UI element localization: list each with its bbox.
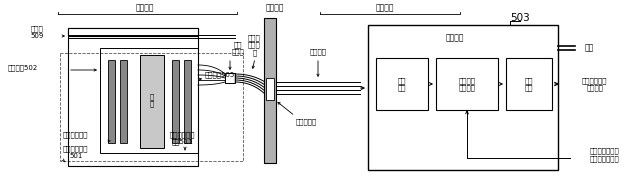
Text: 敏
体: 敏 体 (150, 93, 154, 107)
Bar (368, 25, 558, 170)
Text: 信号
采集: 信号 采集 (398, 77, 406, 91)
Bar (140, 55, 164, 148)
Text: 安全壳外: 安全壳外 (376, 4, 394, 13)
Text: 氢气浓度信号
（送出）: 氢气浓度信号 （送出） (582, 77, 608, 91)
Bar (506, 58, 552, 110)
Text: 安全壳壁: 安全壳壁 (266, 4, 284, 13)
Bar (225, 73, 235, 83)
Bar (436, 58, 498, 110)
Bar (100, 48, 198, 153)
Text: 安全壳内压力浓
度信号（送入）: 安全壳内压力浓 度信号（送入） (590, 148, 619, 162)
Bar (68, 28, 198, 166)
Text: 电气贯穿件: 电气贯穿件 (295, 119, 317, 125)
Bar (108, 60, 115, 143)
Text: 503: 503 (510, 13, 530, 23)
Bar (60, 53, 243, 161)
Text: 氢气测量部件
501: 氢气测量部件 501 (63, 145, 88, 159)
Text: 信号
输出: 信号 输出 (525, 77, 533, 91)
Bar (266, 78, 274, 100)
Text: 加热元件505: 加热元件505 (205, 72, 235, 78)
Text: 氢气测量组件
外壳511: 氢气测量组件 外壳511 (170, 131, 196, 145)
Text: 防护罩
509: 防护罩 509 (30, 25, 43, 39)
Bar (184, 60, 191, 143)
Text: 耐严重
事故电
线: 耐严重 事故电 线 (248, 34, 261, 56)
Text: 处理机柜: 处理机柜 (446, 33, 464, 42)
Bar (264, 18, 276, 163)
Text: 安全壳内: 安全壳内 (136, 4, 154, 13)
Bar (68, 28, 198, 36)
Text: 信号处理
（补偿）: 信号处理 （补偿） (458, 77, 475, 91)
Text: 热组元件502: 热组元件502 (8, 65, 38, 71)
Text: 钯银合金薄膜: 钯银合金薄膜 (63, 132, 88, 138)
Text: 电源: 电源 (585, 44, 594, 53)
Bar (376, 58, 428, 110)
Bar (120, 60, 127, 143)
Bar (172, 60, 179, 143)
Text: 电缆
插接头: 电缆 插接头 (231, 41, 245, 55)
Text: 极级电缆: 极级电缆 (310, 49, 327, 55)
